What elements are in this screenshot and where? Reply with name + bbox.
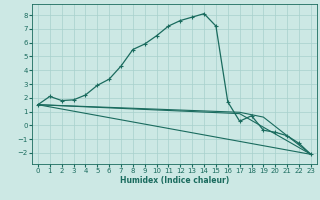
X-axis label: Humidex (Indice chaleur): Humidex (Indice chaleur) [120, 176, 229, 185]
